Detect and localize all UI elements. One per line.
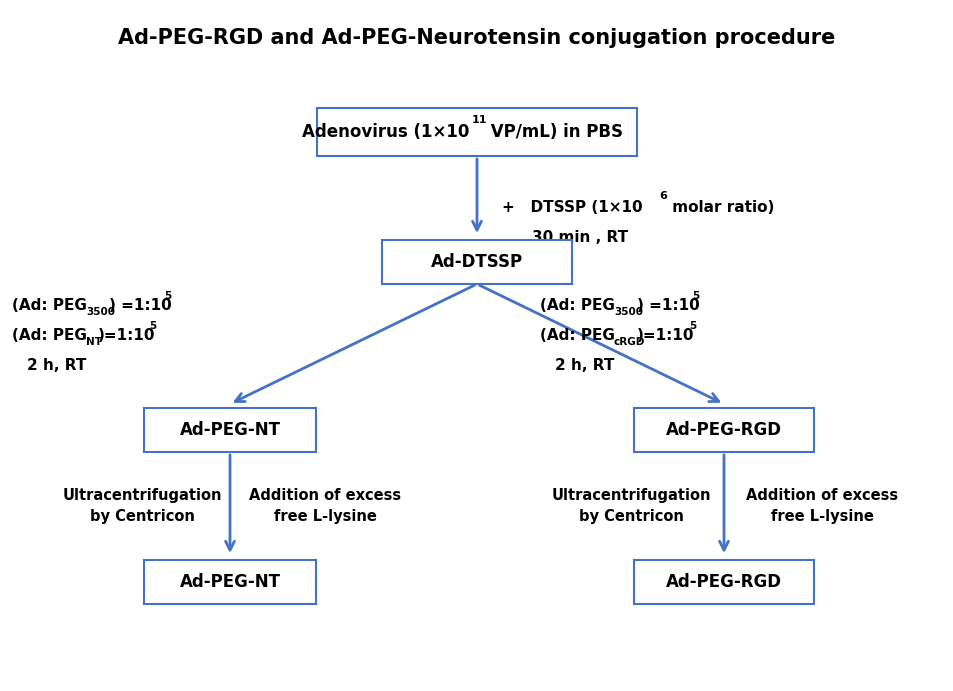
Text: Ultracentrifugation
by Centricon: Ultracentrifugation by Centricon xyxy=(62,488,221,524)
Text: ) =1:10: ) =1:10 xyxy=(637,299,700,314)
Text: )=1:10: )=1:10 xyxy=(637,328,694,343)
Bar xyxy=(381,240,572,284)
Text: )=1:10: )=1:10 xyxy=(97,328,155,343)
Text: 2 h, RT: 2 h, RT xyxy=(27,359,87,374)
Text: (Ad: PEG: (Ad: PEG xyxy=(12,328,87,343)
Bar xyxy=(634,408,813,452)
Text: 5: 5 xyxy=(164,291,171,301)
Bar xyxy=(634,560,813,604)
Text: 3500: 3500 xyxy=(86,307,115,317)
Text: Addition of excess
free L-lysine: Addition of excess free L-lysine xyxy=(745,488,897,524)
Text: Ultracentrifugation
by Centricon: Ultracentrifugation by Centricon xyxy=(551,488,710,524)
Text: 5: 5 xyxy=(150,321,156,331)
Text: 3500: 3500 xyxy=(614,307,642,317)
Text: 5: 5 xyxy=(688,321,696,331)
Text: (Ad: PEG: (Ad: PEG xyxy=(539,299,615,314)
Bar xyxy=(144,408,315,452)
Text: Addition of excess
free L-lysine: Addition of excess free L-lysine xyxy=(249,488,400,524)
Text: 11: 11 xyxy=(472,115,487,125)
Text: (Ad: PEG: (Ad: PEG xyxy=(539,328,615,343)
Text: 2 h, RT: 2 h, RT xyxy=(555,359,614,374)
Text: NT: NT xyxy=(86,337,102,347)
Text: Ad-PEG-NT: Ad-PEG-NT xyxy=(179,573,280,591)
Text: VP/mL) in PBS: VP/mL) in PBS xyxy=(484,123,622,141)
Text: 6: 6 xyxy=(659,191,666,201)
Bar xyxy=(316,108,637,156)
Text: +   DTSSP (1×10: + DTSSP (1×10 xyxy=(501,200,642,216)
Text: 5: 5 xyxy=(691,291,699,301)
Text: Ad-DTSSP: Ad-DTSSP xyxy=(431,253,522,271)
Text: Adenovirus (1×10: Adenovirus (1×10 xyxy=(301,123,469,141)
Text: cRGD: cRGD xyxy=(614,337,644,347)
Text: molar ratio): molar ratio) xyxy=(666,200,774,216)
Text: Ad-PEG-RGD: Ad-PEG-RGD xyxy=(665,421,781,439)
Text: Ad-PEG-NT: Ad-PEG-NT xyxy=(179,421,280,439)
Text: ) =1:10: ) =1:10 xyxy=(109,299,172,314)
Text: (Ad: PEG: (Ad: PEG xyxy=(12,299,87,314)
Text: 30 min , RT: 30 min , RT xyxy=(532,231,627,245)
Bar xyxy=(144,560,315,604)
Text: Ad-PEG-RGD and Ad-PEG-Neurotensin conjugation procedure: Ad-PEG-RGD and Ad-PEG-Neurotensin conjug… xyxy=(118,28,835,48)
Text: Ad-PEG-RGD: Ad-PEG-RGD xyxy=(665,573,781,591)
